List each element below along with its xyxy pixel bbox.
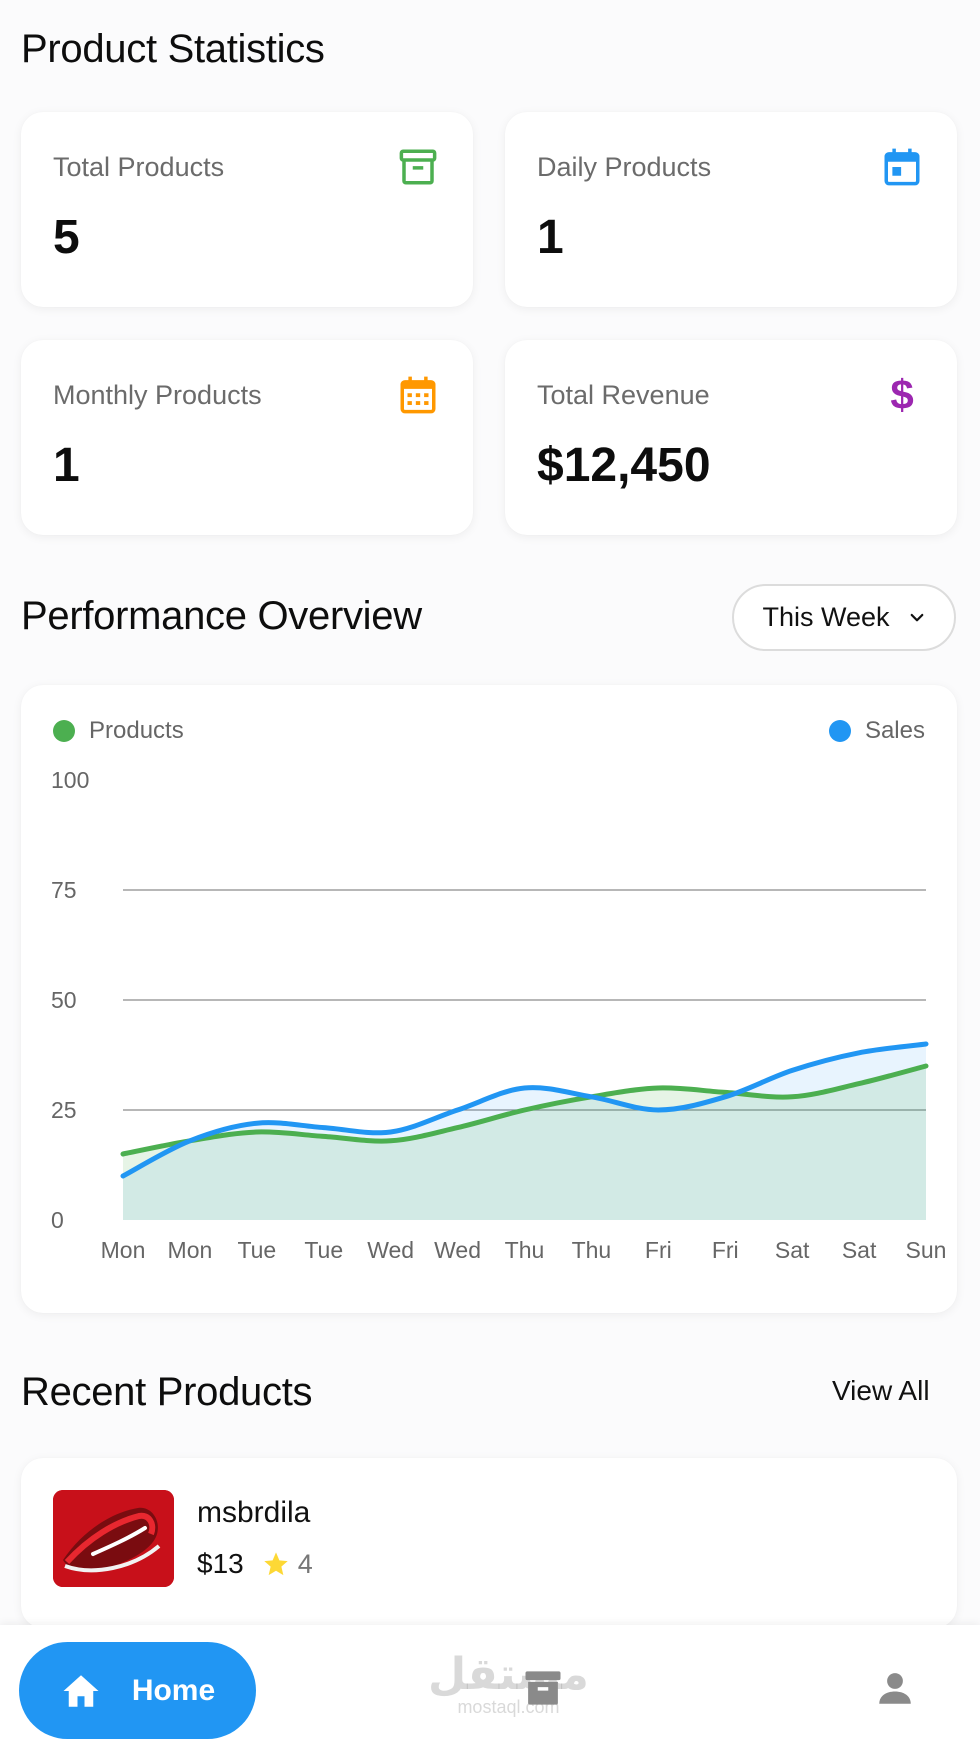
performance-chart-card: 0 25 50 75 100 Mon Mon Tue Tue Wed Wed Thu Thu Fri Fri…	[21, 685, 957, 1313]
nav-profile-button[interactable]	[874, 1667, 916, 1709]
star-icon	[264, 1552, 288, 1576]
legend-dot-products	[53, 720, 75, 742]
x-tick-label: Fri	[645, 1237, 672, 1263]
period-dropdown-label: This Week	[762, 602, 890, 632]
stat-value: 1	[537, 211, 564, 264]
person-icon	[879, 1673, 911, 1704]
stat-label: Total Revenue	[537, 380, 710, 410]
product-meta: $13 4	[197, 1548, 313, 1580]
performance-chart: 0 25 50 75 100 Mon Mon Tue Tue Wed Wed Thu Thu Fri Fri…	[51, 767, 947, 1263]
y-tick-label: 25	[51, 1097, 77, 1123]
x-tick-label: Sat	[842, 1237, 877, 1263]
stat-value: 5	[53, 211, 80, 264]
stat-card-daily-products[interactable]: Daily Products 1	[505, 112, 957, 307]
x-tick-label: Thu	[505, 1237, 545, 1263]
x-tick-label: Wed	[367, 1237, 414, 1263]
stat-label: Total Products	[53, 152, 225, 182]
series-area-sales	[123, 1044, 926, 1220]
dollar-icon: $	[881, 374, 923, 416]
product-card[interactable]: msbrdila $13 4	[21, 1458, 957, 1628]
nav-home-label: Home	[131, 1673, 216, 1707]
legend-sales: Sales	[828, 717, 925, 745]
product-price: $13	[197, 1548, 244, 1579]
archive-icon	[397, 146, 439, 188]
watermark-latin: mostaql.com	[457, 1697, 560, 1717]
legend-label-products: Products	[89, 717, 184, 744]
stat-value: $12,450	[537, 439, 711, 492]
product-rating: 4	[297, 1548, 313, 1579]
stat-label: Daily Products	[537, 152, 712, 182]
svg-text:$: $	[890, 374, 913, 416]
view-all-link[interactable]: View All	[832, 1375, 930, 1406]
series-area-products	[123, 1066, 926, 1220]
product-thumbnail	[53, 1490, 174, 1587]
stat-card-total-products[interactable]: Total Products 5	[21, 112, 473, 307]
stat-value: 1	[53, 439, 80, 492]
stat-card-total-revenue[interactable]: Total Revenue $12,450 $	[505, 340, 957, 535]
page-title: Product Statistics	[21, 27, 325, 71]
y-tick-label: 0	[51, 1207, 64, 1233]
x-tick-label: Mon	[101, 1237, 146, 1263]
stat-card-monthly-products[interactable]: Monthly Products 1	[21, 340, 473, 535]
nav-products-button[interactable]	[522, 1667, 564, 1709]
x-tick-label: Sat	[775, 1237, 810, 1263]
x-tick-label: Tue	[237, 1237, 276, 1263]
y-tick-label: 75	[51, 877, 77, 903]
nav-home-button[interactable]: Home	[19, 1642, 256, 1739]
archive-icon	[525, 1671, 561, 1705]
section-title-recent-products: Recent Products	[21, 1370, 313, 1414]
y-tick-label: 100	[51, 767, 89, 793]
x-tick-label: Tue	[304, 1237, 343, 1263]
y-tick-label: 50	[51, 987, 77, 1013]
x-tick-label: Fri	[712, 1237, 739, 1263]
calendar-today-icon	[881, 146, 923, 188]
watermark-arabic: مستقل	[428, 1649, 589, 1700]
x-tick-label: Wed	[434, 1237, 481, 1263]
home-icon	[63, 1674, 99, 1707]
x-tick-label: Mon	[168, 1237, 213, 1263]
x-tick-label: Thu	[572, 1237, 612, 1263]
legend-products: Products	[53, 717, 184, 745]
stat-label: Monthly Products	[53, 380, 262, 410]
legend-label-sales: Sales	[864, 717, 925, 744]
period-dropdown[interactable]: This Week	[732, 584, 956, 651]
x-tick-label: Sun	[906, 1237, 947, 1263]
product-name: msbrdila	[197, 1496, 311, 1529]
bottom-nav: Home مستقل mostaql.com	[0, 1625, 980, 1753]
chevron-down-icon	[910, 613, 923, 621]
calendar-month-icon	[397, 374, 439, 416]
legend-dot-sales	[828, 720, 851, 742]
watermark-logo: مستقل mostaql.com	[428, 1649, 589, 1718]
section-title-performance: Performance Overview	[21, 594, 422, 638]
